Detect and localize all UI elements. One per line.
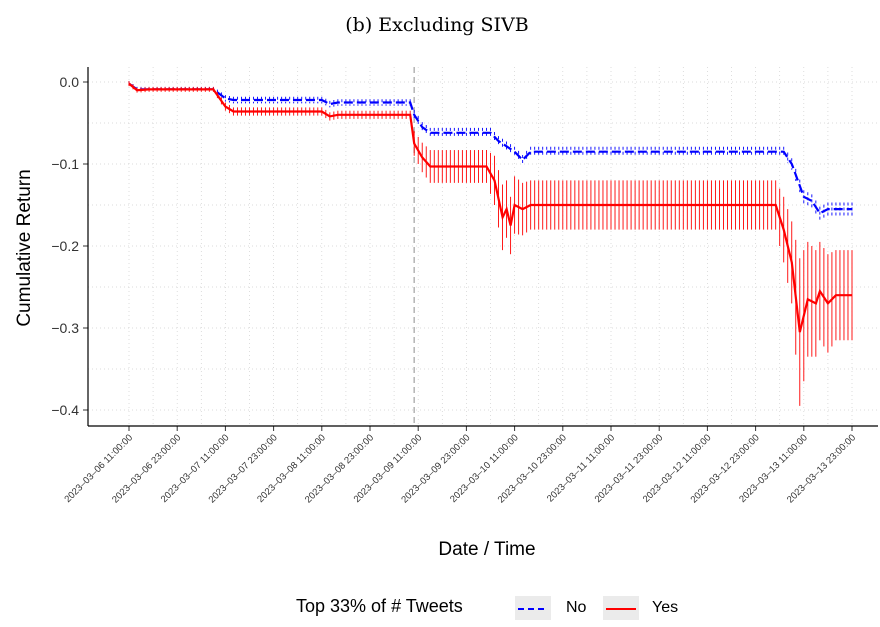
series-yes (128, 81, 853, 406)
y-tick-label: −0.4 (51, 402, 79, 418)
legend: Top 33% of # Tweets No Yes (296, 596, 678, 620)
y-tick-label: −0.2 (51, 238, 79, 254)
y-tick-label: −0.1 (51, 156, 79, 172)
series-layer (128, 81, 853, 406)
y-axis-title: Cumulative Return (14, 169, 35, 326)
series-line (128, 82, 852, 333)
chart-title: (b) Excluding SIVB (345, 14, 528, 36)
series-line (128, 82, 852, 215)
legend-label-yes: Yes (652, 599, 678, 616)
y-tick-label: 0.0 (60, 74, 80, 90)
x-axis-title: Date / Time (438, 539, 535, 560)
y-tick-label: −0.3 (51, 320, 79, 336)
legend-title: Top 33% of # Tweets (296, 596, 463, 616)
legend-label-no: No (566, 599, 587, 616)
grid (88, 67, 878, 426)
